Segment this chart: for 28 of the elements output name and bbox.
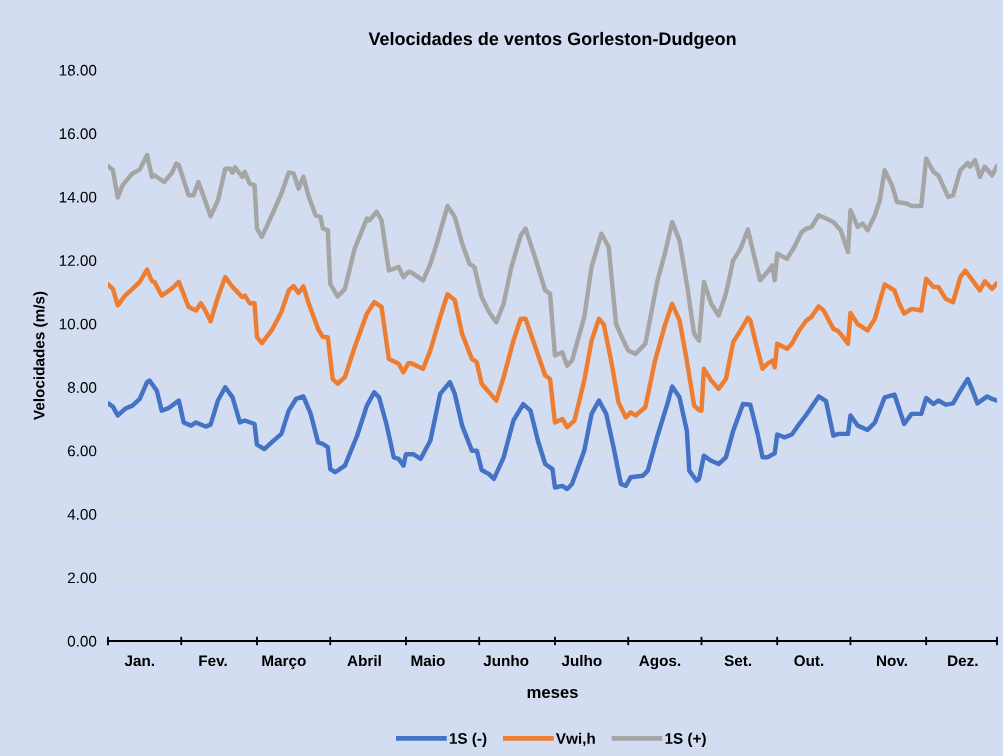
- legend-label: 1S (+): [665, 732, 706, 747]
- x-tick-label: Out.: [794, 655, 824, 667]
- y-tick-label: 12.00: [59, 255, 97, 267]
- y-tick-label: 6.00: [67, 445, 97, 457]
- y-tick-label: 0.00: [67, 635, 97, 647]
- x-tick-label: Março: [262, 655, 306, 670]
- x-tick-label: Jan.: [124, 655, 154, 667]
- legend-label: 1S (-): [449, 732, 487, 747]
- y-axis-title: Velocidades (m/s): [33, 291, 48, 420]
- x-tick-label: Julho: [561, 654, 602, 667]
- y-tick-label: 4.00: [67, 508, 97, 520]
- y-tick-label: 8.00: [67, 382, 97, 393]
- x-tick-label: Agos.: [639, 655, 681, 670]
- y-tick-label: 18.00: [59, 64, 97, 76]
- x-tick-label: Fev.: [199, 655, 227, 667]
- chart-title: Velocidades de ventos Gorleston-Dudgeon: [368, 31, 736, 49]
- x-tick-label: Set.: [724, 655, 752, 667]
- x-tick-label: Maio: [411, 654, 445, 667]
- y-tick-label: 2.00: [67, 572, 97, 584]
- y-tick-label: 16.00: [59, 128, 97, 140]
- x-axis-title: meses: [527, 688, 578, 699]
- x-tick-label: Abril: [347, 654, 381, 667]
- x-tick-label: Nov.: [877, 655, 907, 667]
- x-tick-label: Junho: [483, 654, 529, 667]
- y-tick-label: 14.00: [59, 191, 97, 203]
- x-tick-label: Dez.: [948, 655, 978, 667]
- y-tick-label: 10.00: [59, 318, 97, 330]
- legend-label: Vwi,h: [555, 732, 595, 747]
